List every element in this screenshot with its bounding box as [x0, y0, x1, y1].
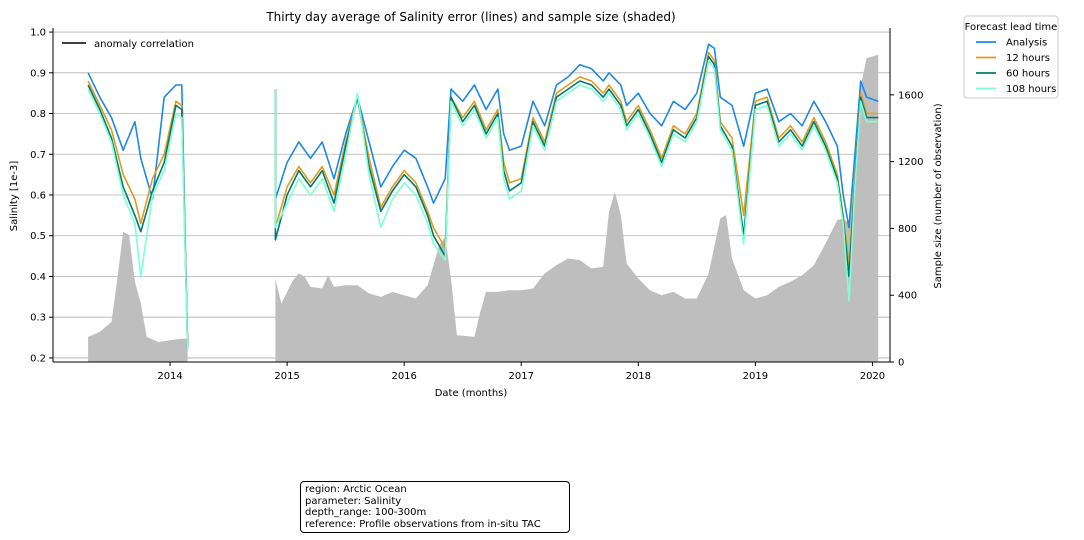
series-line-0 — [87, 43, 879, 350]
y-tick-label-0: 0.2 — [30, 353, 46, 364]
y-tick-label-8: 1.0 — [30, 28, 46, 39]
x-tick-label-4: 2018 — [626, 371, 651, 382]
y2-tick-label-3: 1200 — [898, 157, 923, 168]
sample-size-area-1 — [275, 54, 879, 362]
y-tick-label-1: 0.3 — [30, 313, 46, 324]
y-tick-label-4: 0.6 — [30, 191, 46, 202]
legend-label-1: 12 hours — [1006, 53, 1050, 64]
sample-size-area-0 — [88, 231, 188, 362]
x-tick-label-1: 2015 — [274, 371, 299, 382]
x-tick-label-6: 2020 — [860, 371, 885, 382]
x-tick-label-3: 2017 — [509, 371, 534, 382]
x-tick-label-5: 2019 — [743, 371, 768, 382]
y-tick-label-5: 0.7 — [30, 150, 46, 161]
y2-axis-label: Sample size (number of observation) — [933, 103, 944, 288]
y-tick-label-3: 0.5 — [30, 231, 46, 242]
y2-tick-label-1: 400 — [898, 291, 917, 302]
y-tick-label-6: 0.8 — [30, 109, 46, 120]
x-tick-label-2: 2016 — [391, 371, 416, 382]
series-line-2 — [87, 55, 879, 346]
x-tick-label-0: 2014 — [157, 371, 182, 382]
anomaly-legend: anomaly correlation — [62, 39, 194, 50]
y2-tick-label-4: 1600 — [898, 90, 923, 101]
legend-label-3: 108 hours — [1006, 84, 1056, 95]
info-region: region: Arctic Ocean — [305, 484, 407, 495]
x-axis-label: Date (months) — [435, 388, 508, 399]
series-line-1 — [87, 51, 879, 342]
y-axis-label: Salinity [1e-3] — [9, 161, 20, 232]
info-reference: reference: Profile observations from in-… — [305, 518, 541, 530]
legend-label-0: Analysis — [1006, 38, 1047, 49]
legend-title: Forecast lead time — [965, 22, 1058, 33]
legend-label-2: 60 hours — [1006, 69, 1050, 80]
info-parameter: parameter: Salinity — [305, 495, 402, 507]
series-line-3 — [87, 59, 879, 350]
anomaly-legend-label: anomaly correlation — [94, 39, 194, 50]
y-tick-label-7: 0.9 — [30, 68, 46, 79]
legend: Forecast lead time Analysis 12 hours 60 ho… — [963, 15, 1059, 99]
info-depth-range: depth_range: 100-300m — [305, 507, 427, 518]
info-box: region: Arctic Ocean parameter: Salinity… — [300, 481, 570, 533]
y-tick-label-2: 0.4 — [30, 272, 46, 283]
chart-title: Thirty day average of Salinity error (li… — [265, 10, 675, 24]
y2-tick-label-0: 0 — [898, 358, 904, 369]
legend-frame — [963, 15, 1059, 99]
y2-tick-label-2: 800 — [898, 224, 917, 235]
